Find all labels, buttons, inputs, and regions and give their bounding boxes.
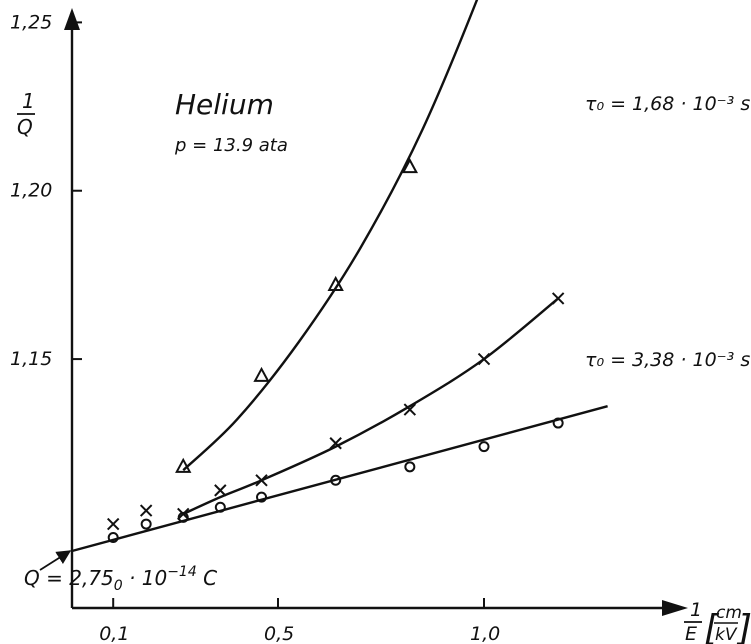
axis-ticks: 0,10,51,01,151,201,251,30 bbox=[10, 11, 500, 644]
data-point-circle bbox=[107, 532, 119, 544]
data-point-circle bbox=[404, 461, 416, 473]
data-point-circle bbox=[552, 417, 564, 429]
data-point-cross bbox=[106, 517, 120, 531]
data-point-triangle bbox=[253, 366, 270, 382]
chart-subtitle: p = 13.9 ata bbox=[174, 135, 288, 156]
y-tick-label: 1,25 bbox=[10, 11, 52, 33]
fit-curve-triangle bbox=[182, 0, 479, 472]
data-point-circle bbox=[330, 474, 342, 486]
x-label-unit-numerator: cm bbox=[716, 603, 742, 623]
data-point-cross bbox=[477, 352, 491, 366]
data-point-triangle bbox=[327, 275, 344, 292]
data-point-circle bbox=[478, 441, 490, 453]
intercept-label: Q = 2,750 · 10−14 C bbox=[24, 564, 217, 594]
x-label-numerator: 1 bbox=[690, 599, 702, 621]
data-point-cross bbox=[329, 437, 342, 450]
x-tick-label: 0,5 bbox=[264, 623, 294, 644]
series-label-triangle: τ₀ = 1,68 · 10⁻³ sec bbox=[585, 93, 751, 115]
data-markers bbox=[106, 158, 565, 544]
y-label-denominator: Q bbox=[17, 115, 33, 139]
data-point-cross bbox=[214, 484, 227, 497]
x-tick-label: 0,1 bbox=[99, 623, 129, 644]
fit-curve-cross bbox=[182, 297, 559, 516]
data-point-circle bbox=[256, 491, 268, 503]
data-point-cross bbox=[139, 504, 153, 517]
x-tick-label: 1,0 bbox=[470, 623, 500, 644]
y-tick-label: 1,15 bbox=[10, 348, 52, 370]
y-tick-label: 1,20 bbox=[10, 180, 52, 202]
data-point-triangle bbox=[175, 457, 192, 473]
x-label-bracket-left: [ bbox=[704, 608, 720, 644]
series-label-cross: τ₀ = 3,38 · 10⁻³ sec bbox=[585, 349, 751, 371]
data-point-cross bbox=[255, 474, 268, 487]
x-axis-arrow bbox=[662, 600, 688, 616]
x-label-bracket-right: ] bbox=[736, 608, 751, 644]
y-axis-arrow bbox=[64, 8, 80, 30]
x-label-denominator: E bbox=[685, 623, 697, 644]
x-label-unit-denominator: kV bbox=[715, 625, 738, 644]
data-point-triangle bbox=[401, 158, 419, 174]
data-point-circle bbox=[140, 518, 152, 530]
chart-title: Helium bbox=[175, 88, 274, 121]
intercept-arrow bbox=[39, 550, 72, 571]
data-point-circle bbox=[177, 511, 189, 523]
data-point-cross bbox=[403, 403, 417, 416]
data-point-circle bbox=[214, 501, 226, 513]
data-point-cross bbox=[551, 292, 565, 305]
fit-curves bbox=[71, 0, 608, 553]
y-label-numerator: 1 bbox=[22, 89, 35, 113]
